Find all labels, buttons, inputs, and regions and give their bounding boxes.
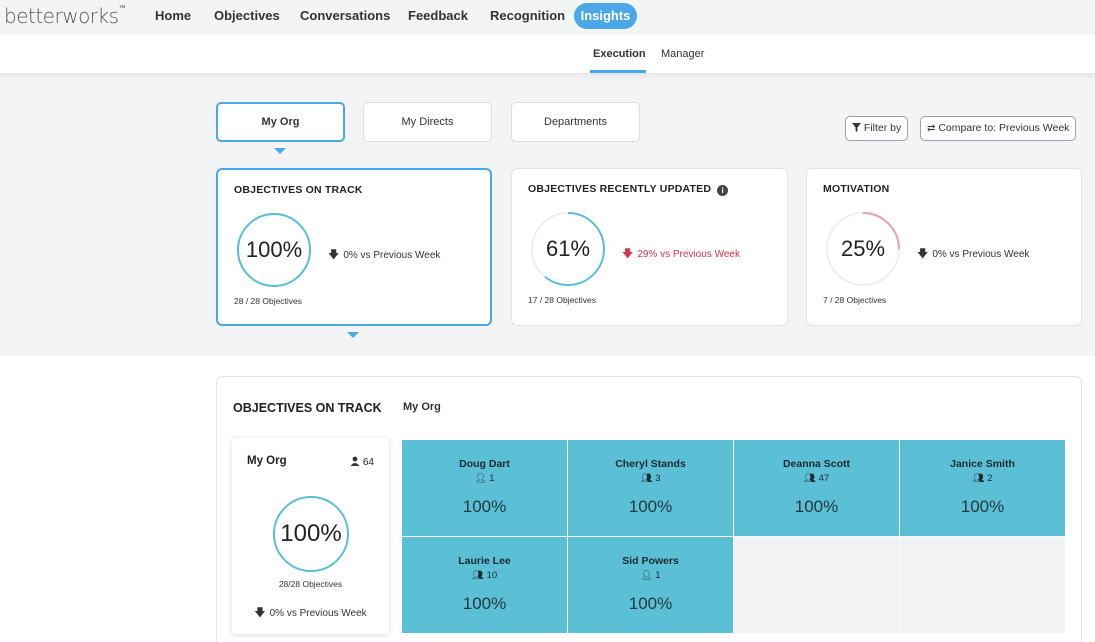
person-tile-sid-powers[interactable]: Sid Powers 👤︎ 1 100% <box>568 537 733 633</box>
swap-icon: ⇄ <box>927 123 936 134</box>
compare-to-button[interactable]: ⇄ Compare to: Previous Week <box>920 116 1077 141</box>
metric-card-motivation[interactable]: MOTIVATION 25% 🡇 0% vs Previous Week 7 / … <box>806 168 1082 326</box>
people-icon: 👥︎ <box>640 473 653 484</box>
arrow-down-icon: 🡇 <box>622 248 634 260</box>
people-icon: 👥︎ <box>803 473 816 484</box>
arrow-down-icon: 🡇 <box>254 607 266 619</box>
filter-icon <box>852 123 861 132</box>
nav-conversations[interactable]: Conversations <box>300 8 391 23</box>
metric-card-on-track[interactable]: OBJECTIVES ON TRACK 100% 🡇 0% vs Previous… <box>216 168 492 326</box>
empty-tile <box>734 537 899 633</box>
active-tab-caret-icon <box>274 148 286 154</box>
progress-ring: 100% <box>234 210 314 290</box>
filter-by-button[interactable]: Filter by <box>845 116 909 141</box>
subtab-execution[interactable]: Execution <box>593 48 646 60</box>
progress-ring: 25% <box>823 209 903 289</box>
person-tile-cheryl-stands[interactable]: Cheryl Stands 👥︎ 3 100% <box>568 440 733 536</box>
nav-home[interactable]: Home <box>155 8 192 23</box>
subtab-manager[interactable]: Manager <box>661 48 705 60</box>
delta-text: 🡇 0% vs Previous Week <box>917 248 1030 260</box>
nav-recognition[interactable]: Recognition <box>490 8 566 23</box>
sub-nav: Execution Manager <box>0 34 1095 74</box>
nav-feedback[interactable]: Feedback <box>408 8 468 23</box>
tab-my-directs[interactable]: My Directs <box>363 102 492 142</box>
empty-tile <box>900 537 1065 633</box>
person-icon <box>350 456 360 466</box>
people-grid: Doug Dart 👤︎ 1 100% Cheryl Stands 👥︎ 3 1… <box>402 440 1066 634</box>
org-summary-card[interactable]: My Org 64 100% 28/28 Objectives 🡇 0% vs P… <box>232 438 389 634</box>
people-icon: 👥︎ <box>972 473 985 484</box>
progress-ring: 100% <box>271 494 351 574</box>
person-icon: 👤︎ <box>474 473 487 484</box>
nav-insights[interactable]: Insights <box>574 3 637 29</box>
info-icon[interactable]: i <box>717 185 729 196</box>
betterworks-logo[interactable]: betterworks™ <box>4 4 126 28</box>
top-nav: betterworks™ Home Objectives Conversatio… <box>0 0 1095 34</box>
delta-text: 🡇 0% vs Previous Week <box>328 249 441 261</box>
active-subtab-indicator <box>590 70 646 73</box>
arrow-down-icon: 🡇 <box>917 248 929 260</box>
people-icon: 👥︎ <box>471 570 484 581</box>
delta-text: 🡇 29% vs Previous Week <box>622 248 740 260</box>
person-tile-laurie-lee[interactable]: Laurie Lee 👥︎ 10 100% <box>402 537 567 633</box>
nav-objectives[interactable]: Objectives <box>214 8 280 23</box>
delta-text: 🡇 0% vs Previous Week <box>254 607 367 619</box>
tab-my-org[interactable]: My Org <box>216 102 345 142</box>
person-tile-janice-smith[interactable]: Janice Smith 👥︎ 2 100% <box>900 440 1065 536</box>
person-icon: 👤︎ <box>640 570 653 581</box>
person-tile-doug-dart[interactable]: Doug Dart 👤︎ 1 100% <box>402 440 567 536</box>
arrow-down-icon: 🡇 <box>328 249 340 261</box>
person-tile-deanna-scott[interactable]: Deanna Scott 👥︎ 47 100% <box>734 440 899 536</box>
active-card-caret-icon <box>347 332 359 338</box>
progress-ring: 61% <box>528 209 608 289</box>
tab-departments[interactable]: Departments <box>511 102 640 142</box>
metric-card-recently-updated[interactable]: OBJECTIVES RECENTLY UPDATED i 61% 🡇 29% vs… <box>511 168 788 326</box>
